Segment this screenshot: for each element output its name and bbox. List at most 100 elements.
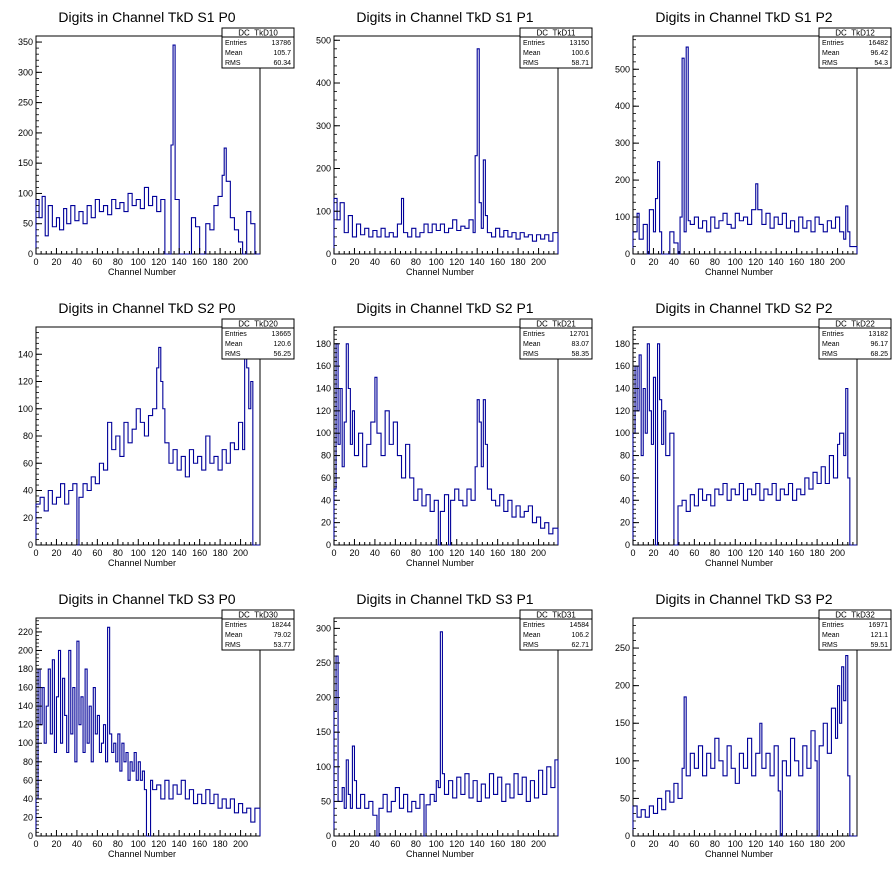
x-axis-label: Channel Number [108,558,176,568]
x-tick-label: 40 [72,839,82,849]
x-tick-label: 40 [72,257,82,267]
stats-label: Entries [225,40,247,47]
x-tick-label: 120 [748,548,763,558]
histogram-series [632,655,857,837]
y-tick-label: 300 [18,67,33,77]
x-tick-label: 0 [630,548,635,558]
x-tick-label: 20 [349,257,359,267]
x-tick-label: 120 [151,839,166,849]
y-tick-label: 200 [615,175,630,185]
x-tick-label: 160 [789,548,804,558]
y-zero-label: 0 [326,249,331,259]
y-tick-label: 100 [316,428,331,438]
x-tick-label: 20 [51,257,61,267]
stats-box-frame [519,27,593,69]
y-tick-label: 160 [615,361,630,371]
y-tick-label: 20 [321,518,331,528]
x-tick-label: 80 [411,548,421,558]
stats-value: 16971 [869,622,889,629]
x-tick-label: 100 [429,257,444,267]
histogram-panel-8: Digits in Channel TkD S3 P1 0 20 40 60 80 100 1… [316,591,593,859]
x-tick-label: 160 [192,257,207,267]
x-tick-label: 120 [449,839,464,849]
y-zero-label: 0 [28,831,33,841]
x-tick-label: 40 [370,839,380,849]
stats-label: Mean [523,341,541,348]
histogram-panel-5: Digits in Channel TkD S2 P1 0 20 40 60 80 100 1… [316,300,593,568]
y-tick-label: 120 [615,406,630,416]
histogram-panel-2: Digits in Channel TkD S1 P1 0 20 40 60 80 100 1… [316,9,593,277]
stats-value: 100.6 [571,50,589,57]
stats-label: Entries [822,40,844,47]
y-tick-label: 150 [316,727,331,737]
stats-value: 13182 [869,331,889,338]
y-tick-label: 50 [321,796,331,806]
x-tick-label: 200 [531,839,546,849]
stats-label: Mean [822,341,840,348]
x-tick-label: 200 [830,257,845,267]
stats-value: 12701 [570,331,590,338]
x-tick-label: 160 [789,839,804,849]
stats-label: Entries [225,622,247,629]
x-axis-label: Channel Number [705,267,773,277]
y-tick-label: 60 [620,473,630,483]
stats-histogram-name: DC_TkD21 [536,320,576,329]
x-tick-label: 200 [830,839,845,849]
x-tick-label: 200 [830,548,845,558]
x-tick-label: 80 [113,257,123,267]
y-tick-label: 500 [615,64,630,74]
y-tick-label: 80 [321,451,331,461]
x-tick-label: 100 [728,548,743,558]
x-tick-label: 140 [470,548,485,558]
y-tick-label: 40 [321,495,331,505]
x-tick-label: 20 [51,548,61,558]
stats-histogram-name: DC_TkD32 [835,611,875,620]
y-tick-label: 350 [18,37,33,47]
histogram-series [632,46,858,255]
x-tick-label: 100 [131,548,146,558]
stats-label: RMS [225,60,241,67]
y-tick-label: 300 [615,138,630,148]
histogram-series [632,343,857,546]
x-tick-label: 100 [131,839,146,849]
x-tick-label: 200 [233,548,248,558]
stats-value: 14584 [570,622,590,629]
stats-label: Entries [822,622,844,629]
y-tick-label: 40 [23,794,33,804]
y-tick-label: 60 [23,775,33,785]
x-tick-label: 160 [192,548,207,558]
stats-value: 58.71 [571,60,589,67]
x-tick-label: 180 [511,257,526,267]
x-tick-label: 0 [331,257,336,267]
y-tick-label: 200 [316,693,331,703]
stats-label: RMS [822,351,838,358]
histogram-series [333,631,559,837]
x-axis-label: Channel Number [406,558,474,568]
y-tick-label: 20 [23,812,33,822]
y-tick-label: 100 [316,762,331,772]
x-tick-label: 140 [172,257,187,267]
x-tick-label: 200 [531,548,546,558]
plot-frame [632,35,858,255]
panel-title: Digits in Channel TkD S2 P2 [655,300,832,316]
x-tick-label: 0 [630,839,635,849]
y-tick-label: 200 [615,681,630,691]
y-zero-label: 0 [326,831,331,841]
x-tick-label: 20 [648,257,658,267]
x-tick-label: 140 [769,257,784,267]
stats-box: DC_TkD21 Entries 12701 Mean 83.07 RMS 58.35 [519,318,593,360]
x-tick-label: 140 [769,839,784,849]
x-tick-label: 60 [689,548,699,558]
stats-value: 60.34 [273,60,291,67]
x-tick-label: 160 [192,839,207,849]
stats-value: 96.17 [870,341,888,348]
y-tick-label: 80 [620,451,630,461]
stats-histogram-name: DC_TkD12 [835,29,875,38]
x-tick-label: 200 [233,839,248,849]
x-tick-label: 180 [511,839,526,849]
panel-title: Digits in Channel TkD S3 P2 [655,591,832,607]
x-tick-label: 180 [213,839,228,849]
y-tick-label: 400 [316,78,331,88]
x-tick-label: 80 [113,839,123,849]
